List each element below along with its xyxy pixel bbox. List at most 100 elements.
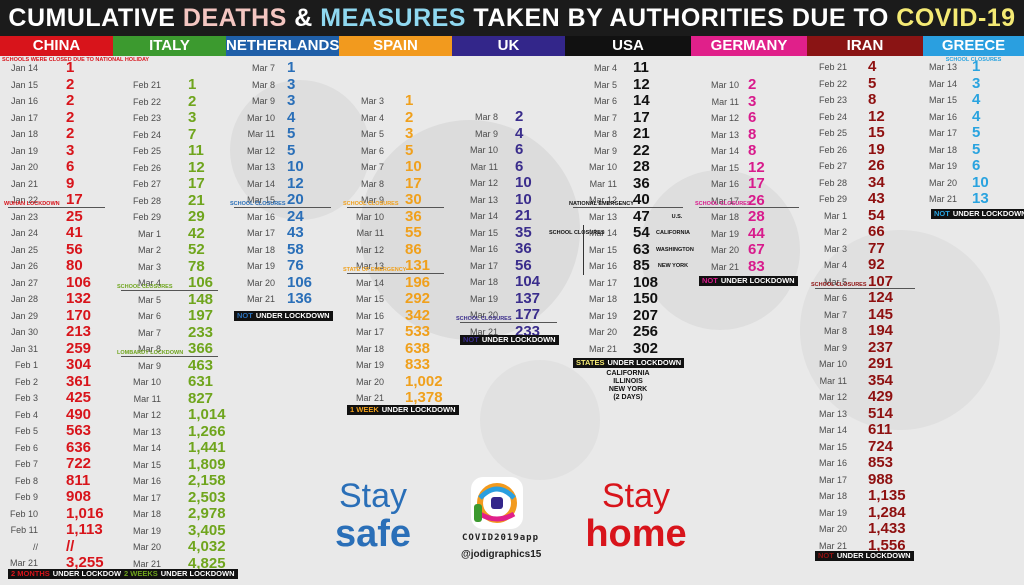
death-count: 292 (405, 290, 431, 307)
date-label: Feb 1 (14, 360, 38, 370)
date-label: Jan 27 (10, 277, 38, 288)
death-count: 170 (66, 306, 92, 324)
table-row: Feb 8 811 (0, 472, 113, 489)
date-label: Mar 20 (469, 310, 498, 320)
table-row: Mar 11 6 (452, 157, 565, 175)
death-count: 17 (748, 175, 765, 192)
death-count: 78 (188, 257, 205, 275)
table-row: Mar 10 4 (226, 108, 339, 126)
death-count: 106 (287, 273, 313, 291)
table-row: Mar 20 67 (691, 242, 807, 258)
death-count: 213 (66, 323, 92, 340)
death-count: 514 (868, 404, 894, 422)
table-row: Feb 24 7 (113, 126, 226, 143)
date-label: Feb 21 (132, 80, 161, 90)
death-count: 124 (868, 289, 894, 306)
table-row: Mar 16 17 (691, 176, 807, 192)
lockdown-text: UNDER LOCKDOWN (160, 569, 235, 578)
death-count: 6 (515, 141, 524, 158)
date-label: Mar 11 (589, 178, 617, 189)
table-row: Mar 20 1,002 (339, 373, 452, 390)
table-row: Mar 9 463 (113, 357, 226, 374)
country-header-usa: USA (565, 36, 691, 56)
date-label: Feb 2 (14, 376, 38, 387)
date-label: Mar 17 (246, 228, 275, 238)
table-row: Mar 13 10 (452, 191, 565, 208)
table-row: Mar 14 12 (226, 175, 339, 192)
date-label: Mar 7 (251, 63, 275, 73)
death-count: 429 (868, 388, 894, 405)
lockdown-text: UNDER LOCKDOWN (481, 335, 556, 344)
title-part-5: TAKEN BY AUTHORITIES DUE TO (465, 4, 897, 32)
death-count: 1 (972, 58, 981, 75)
death-count: 5 (287, 125, 296, 142)
date-label: Mar 5 (593, 79, 617, 90)
table-row: Mar 13 1 (923, 59, 1024, 75)
table-row: Mar 20 4,032 (113, 539, 226, 555)
date-label: Mar 8 (360, 178, 384, 189)
date-label: Mar 17 (588, 277, 617, 288)
date-label: Mar 15 (710, 162, 739, 173)
date-label: Mar 14 (355, 277, 384, 288)
table-row: Feb 28 21 (113, 192, 226, 209)
death-count: 611 (868, 421, 893, 438)
death-count: 41 (66, 224, 83, 241)
table-row: Jan 20 6 (0, 159, 113, 175)
death-count: 2 (405, 108, 414, 126)
death-count: 44 (748, 224, 765, 242)
top-note: SCHOOLS WERE CLOSED DUE TO NATIONAL HOLI… (2, 57, 150, 63)
table-row: Mar 10 28 (565, 159, 691, 175)
date-label: Mar 13 (710, 129, 739, 140)
date-label: Mar 20 (132, 542, 161, 552)
death-count: 107 (868, 272, 894, 290)
date-label: Feb 7 (14, 459, 38, 469)
date-label: Mar 12 (355, 244, 384, 255)
date-label: Feb 8 (14, 475, 38, 486)
death-count: 20 (287, 191, 304, 208)
lockdown-label: NOT UNDER LOCKDOWN (460, 335, 559, 345)
table-row: Mar 9 4 (452, 125, 565, 142)
table-row: Mar 21 83 (691, 258, 807, 275)
death-count: 47 (633, 207, 650, 225)
death-count: 12 (633, 75, 650, 93)
table-row: Mar 2 52 (113, 242, 226, 258)
date-label: Mar 6 (360, 145, 384, 156)
table-row: Mar 9 3 (226, 93, 339, 109)
table-row: Mar 17 2,503 (113, 489, 226, 506)
date-label: Mar 19 (246, 261, 275, 271)
death-count: 6 (515, 157, 524, 175)
stay-home-line-1: Stay (601, 477, 671, 515)
death-count: 30 (405, 191, 422, 208)
table-row: Mar 18 28 (691, 209, 807, 225)
death-count: 833 (405, 356, 431, 373)
date-label: Jan 24 (10, 228, 38, 238)
lockdown-label: NOT UNDER LOCKDOWN (931, 209, 1024, 219)
death-count: 6 (66, 158, 75, 175)
date-label: Jan 22 (10, 195, 38, 205)
measure-label: WUHAN LOCKDOWN (4, 200, 60, 207)
table-row: Mar 9 22 (565, 142, 691, 159)
date-label: Mar 11 (470, 161, 498, 172)
death-count: 137 (515, 289, 541, 307)
table-row: Jan 24 41 (0, 225, 113, 241)
date-label: Mar 20 (710, 245, 739, 255)
state-name: CALIFORNIA (606, 370, 650, 377)
date-label: Mar 17 (710, 195, 739, 206)
death-count: 14 (633, 92, 650, 109)
death-count: 1,378 (405, 389, 443, 406)
table-row: Mar 19 44 (691, 224, 807, 242)
table-row: Jan 31 259 (0, 340, 113, 357)
death-count: 4 (287, 108, 296, 126)
death-count: 8 (868, 91, 877, 108)
table-row: Mar 5 107 (807, 272, 923, 290)
death-count: 237 (868, 338, 894, 356)
date-label: Mar 13 (469, 194, 498, 205)
death-count: 827 (188, 389, 214, 407)
date-label: Mar 15 (469, 227, 498, 238)
date-label: Mar 17 (355, 327, 384, 337)
death-count: 490 (66, 405, 92, 423)
date-label: Mar 11 (711, 96, 739, 107)
date-label: Feb 24 (818, 111, 847, 122)
table-row: Mar 15 35 (452, 224, 565, 241)
death-count: 256 (633, 323, 659, 340)
